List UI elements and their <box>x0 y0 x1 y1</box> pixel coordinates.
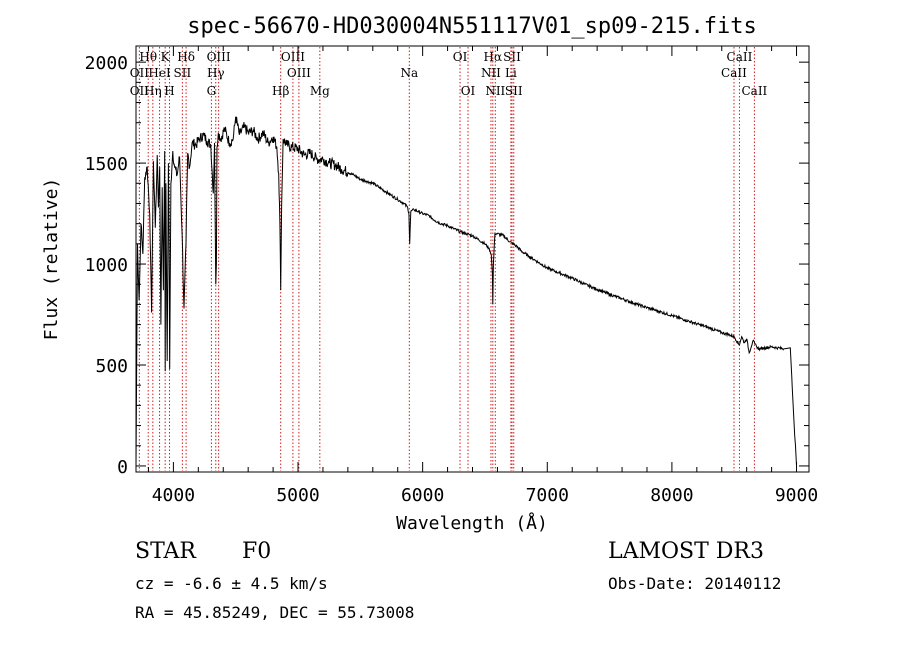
line-marker-label: OIII <box>287 66 311 80</box>
x-tick-label: 7000 <box>526 485 569 506</box>
line-marker-label: K <box>161 50 171 64</box>
x-tick-label: 4000 <box>152 485 195 506</box>
x-axis-label: Wavelength (Å) <box>396 512 548 534</box>
x-tick-label: 9000 <box>775 485 818 506</box>
x-tick-label: 8000 <box>650 485 693 506</box>
line-marker-label: OI <box>461 84 476 98</box>
line-marker-label: Hβ <box>272 84 289 98</box>
line-marker-label: Hη <box>144 84 162 98</box>
x-tick-label: 6000 <box>401 485 444 506</box>
line-marker-label: OIII <box>207 50 231 64</box>
line-marker-label: Na <box>400 66 418 80</box>
y-tick-label: 1500 <box>85 154 128 175</box>
line-marker-label: CaII <box>741 84 767 98</box>
line-marker-label: Li <box>505 66 517 80</box>
line-marker-label: OII <box>130 84 150 98</box>
spectrum-series-line <box>135 116 797 466</box>
line-marker-label: H <box>164 84 174 98</box>
x-tick-label: 5000 <box>276 485 319 506</box>
line-marker-label: Hθ <box>139 50 157 64</box>
line-marker-label: G <box>207 84 217 98</box>
observation-date: Obs-Date: 20140112 <box>608 574 782 593</box>
axis-ticks: 4000 5000 6000 7000 8000 9000 0 500 1000 1500 2000 <box>85 46 818 506</box>
line-marker-label: Mg <box>310 84 330 98</box>
line-marker-label: HeI <box>148 66 171 80</box>
y-tick-label: 2000 <box>85 53 128 74</box>
plot-frame <box>135 45 810 473</box>
line-marker-label: SII <box>505 84 523 98</box>
line-marker-label: NII <box>481 66 501 80</box>
line-marker-label: OIII <box>281 50 305 64</box>
line-marker-label: Hδ <box>177 50 195 64</box>
y-tick-label: 0 <box>117 457 128 478</box>
line-marker-label: Hγ <box>207 66 225 80</box>
spectral-subclass: F0 <box>242 539 272 564</box>
y-axis-label: Flux (relative) <box>41 178 62 341</box>
object-type: STAR <box>135 539 196 564</box>
line-marker-label: SII <box>503 50 521 64</box>
survey-name: LAMOST DR3 <box>608 539 764 564</box>
line-marker-label: CaII <box>727 50 753 64</box>
line-marker-label: Hα <box>484 50 503 64</box>
y-tick-label: 500 <box>95 356 128 377</box>
line-marker-label: OI <box>453 50 468 64</box>
y-tick-label: 1000 <box>85 255 128 276</box>
line-marker-label: OII <box>130 66 150 80</box>
line-marker-label: CaII <box>721 66 747 80</box>
coordinates: RA = 45.85249, DEC = 55.73008 <box>135 603 415 622</box>
line-marker-label: NII <box>485 84 505 98</box>
chart-title: spec-56670-HD030004N551117V01_sp09-215.f… <box>187 14 757 39</box>
line-marker-label: SII <box>174 66 192 80</box>
redshift-cz: cz = -6.6 ± 4.5 km/s <box>135 574 328 593</box>
